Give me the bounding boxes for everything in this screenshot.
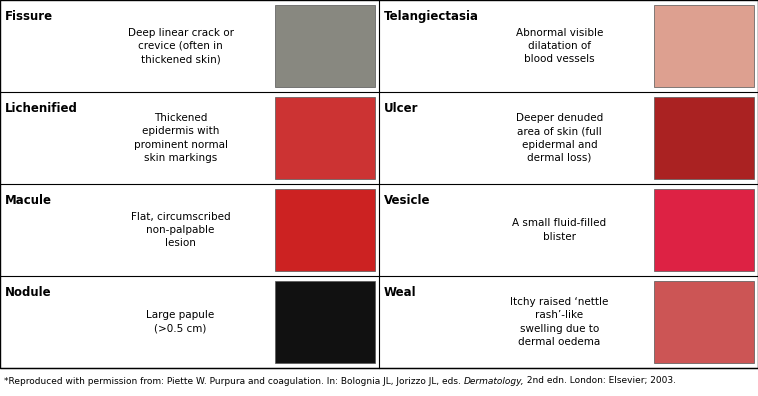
Text: Deeper denuded
area of skin (full
epidermal and
dermal loss): Deeper denuded area of skin (full epider… xyxy=(516,113,603,163)
Text: Deep linear crack or
crevice (often in
thickened skin): Deep linear crack or crevice (often in t… xyxy=(127,28,233,64)
Text: Weal: Weal xyxy=(384,286,417,299)
Text: Vesicle: Vesicle xyxy=(384,194,431,207)
Bar xyxy=(654,97,754,179)
Text: Macule: Macule xyxy=(5,194,52,207)
Text: Itchy raised ‘nettle
rash’-like
swelling due to
dermal oedema: Itchy raised ‘nettle rash’-like swelling… xyxy=(510,297,609,347)
Bar xyxy=(275,281,375,363)
Text: Abnormal visible
dilatation of
blood vessels: Abnormal visible dilatation of blood ves… xyxy=(515,28,603,64)
Bar xyxy=(654,189,754,271)
Bar xyxy=(654,5,754,87)
Text: 2nd edn. London: Elsevier; 2003.: 2nd edn. London: Elsevier; 2003. xyxy=(525,377,676,385)
Text: Dermatology,: Dermatology, xyxy=(464,377,525,385)
Text: Large papule
(>0.5 cm): Large papule (>0.5 cm) xyxy=(146,310,215,333)
Text: *Reproduced with permission from: Piette W. Purpura and coagulation. In: Bologni: *Reproduced with permission from: Piette… xyxy=(4,377,464,385)
Text: Nodule: Nodule xyxy=(5,286,52,299)
Text: A small fluid-filled
blister: A small fluid-filled blister xyxy=(512,219,606,242)
Bar xyxy=(275,189,375,271)
Text: Flat, circumscribed
non-palpable
lesion: Flat, circumscribed non-palpable lesion xyxy=(130,212,230,248)
Bar xyxy=(275,5,375,87)
Bar xyxy=(275,97,375,179)
Text: Thickened
epidermis with
prominent normal
skin markings: Thickened epidermis with prominent norma… xyxy=(133,113,227,163)
Text: Telangiectasia: Telangiectasia xyxy=(384,10,479,23)
Bar xyxy=(654,281,754,363)
Text: Ulcer: Ulcer xyxy=(384,102,418,115)
Text: Fissure: Fissure xyxy=(5,10,53,23)
Text: Lichenified: Lichenified xyxy=(5,102,78,115)
